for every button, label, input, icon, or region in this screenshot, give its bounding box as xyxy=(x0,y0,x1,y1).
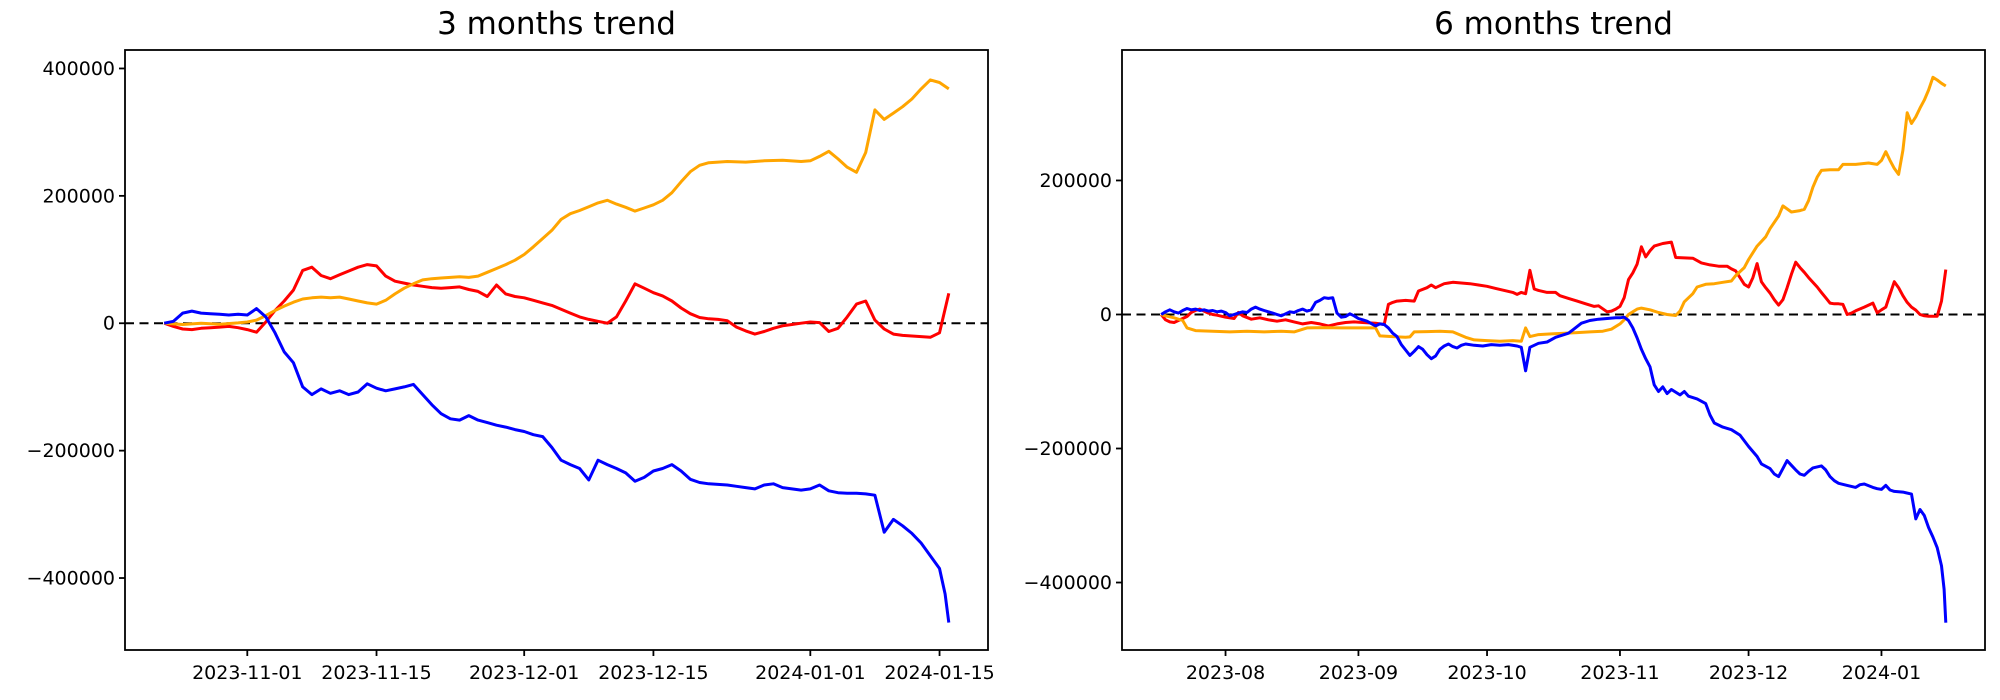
x-tick-label: 2023-12-01 xyxy=(469,662,579,684)
series-orange-line xyxy=(164,78,950,326)
y-tick-label: −400000 xyxy=(1024,572,1112,594)
y-tick-label: 0 xyxy=(103,313,115,335)
chart-title-6-months-trend: 6 months trend xyxy=(1434,6,1673,42)
plot-area xyxy=(1160,75,1948,623)
plot-area xyxy=(163,78,951,623)
panel-3-months-trend: 2023-11-01 2023-11-15 2023-12-01 2023-12-15… xyxy=(27,49,995,684)
series-red-line xyxy=(1160,240,1948,328)
x-tick-label: 2023-12-15 xyxy=(598,662,708,684)
axes-border xyxy=(124,49,989,651)
y-tick-label: −400000 xyxy=(27,568,115,590)
x-tick-label: 2023-09 xyxy=(1319,662,1398,684)
chart-title-3-months-trend: 3 months trend xyxy=(437,6,676,42)
x-tick-label: 2023-11-01 xyxy=(192,662,302,684)
x-tick-label: 2024-01-15 xyxy=(884,662,994,684)
x-tick-label: 2023-11 xyxy=(1580,662,1659,684)
y-tick-label: −200000 xyxy=(1024,438,1112,460)
y-tick-label: −200000 xyxy=(27,440,115,462)
axes-border xyxy=(1121,49,1986,651)
x-tick-label: 2024-01 xyxy=(1842,662,1921,684)
x-tick-label: 2024-01-01 xyxy=(755,662,865,684)
x-tick-label: 2023-12 xyxy=(1709,662,1788,684)
y-tick-label: 0 xyxy=(1100,304,1112,326)
y-tick-label: 200000 xyxy=(42,185,115,207)
series-blue-line xyxy=(1160,296,1948,623)
y-tick-label: 400000 xyxy=(42,58,115,80)
series-red-line xyxy=(163,263,951,339)
panel-6-months-trend: 2023-08 2023-09 2023-10 2023-11 2023-12 2024-… xyxy=(1024,49,1986,684)
x-tick-label: 2023-08 xyxy=(1186,662,1265,684)
x-tick-label: 2023-11-15 xyxy=(321,662,431,684)
y-tick-label: 200000 xyxy=(1039,170,1112,192)
x-tick-label: 2023-10 xyxy=(1447,662,1526,684)
series-orange-line xyxy=(1160,75,1947,343)
series-blue-line xyxy=(163,307,951,623)
